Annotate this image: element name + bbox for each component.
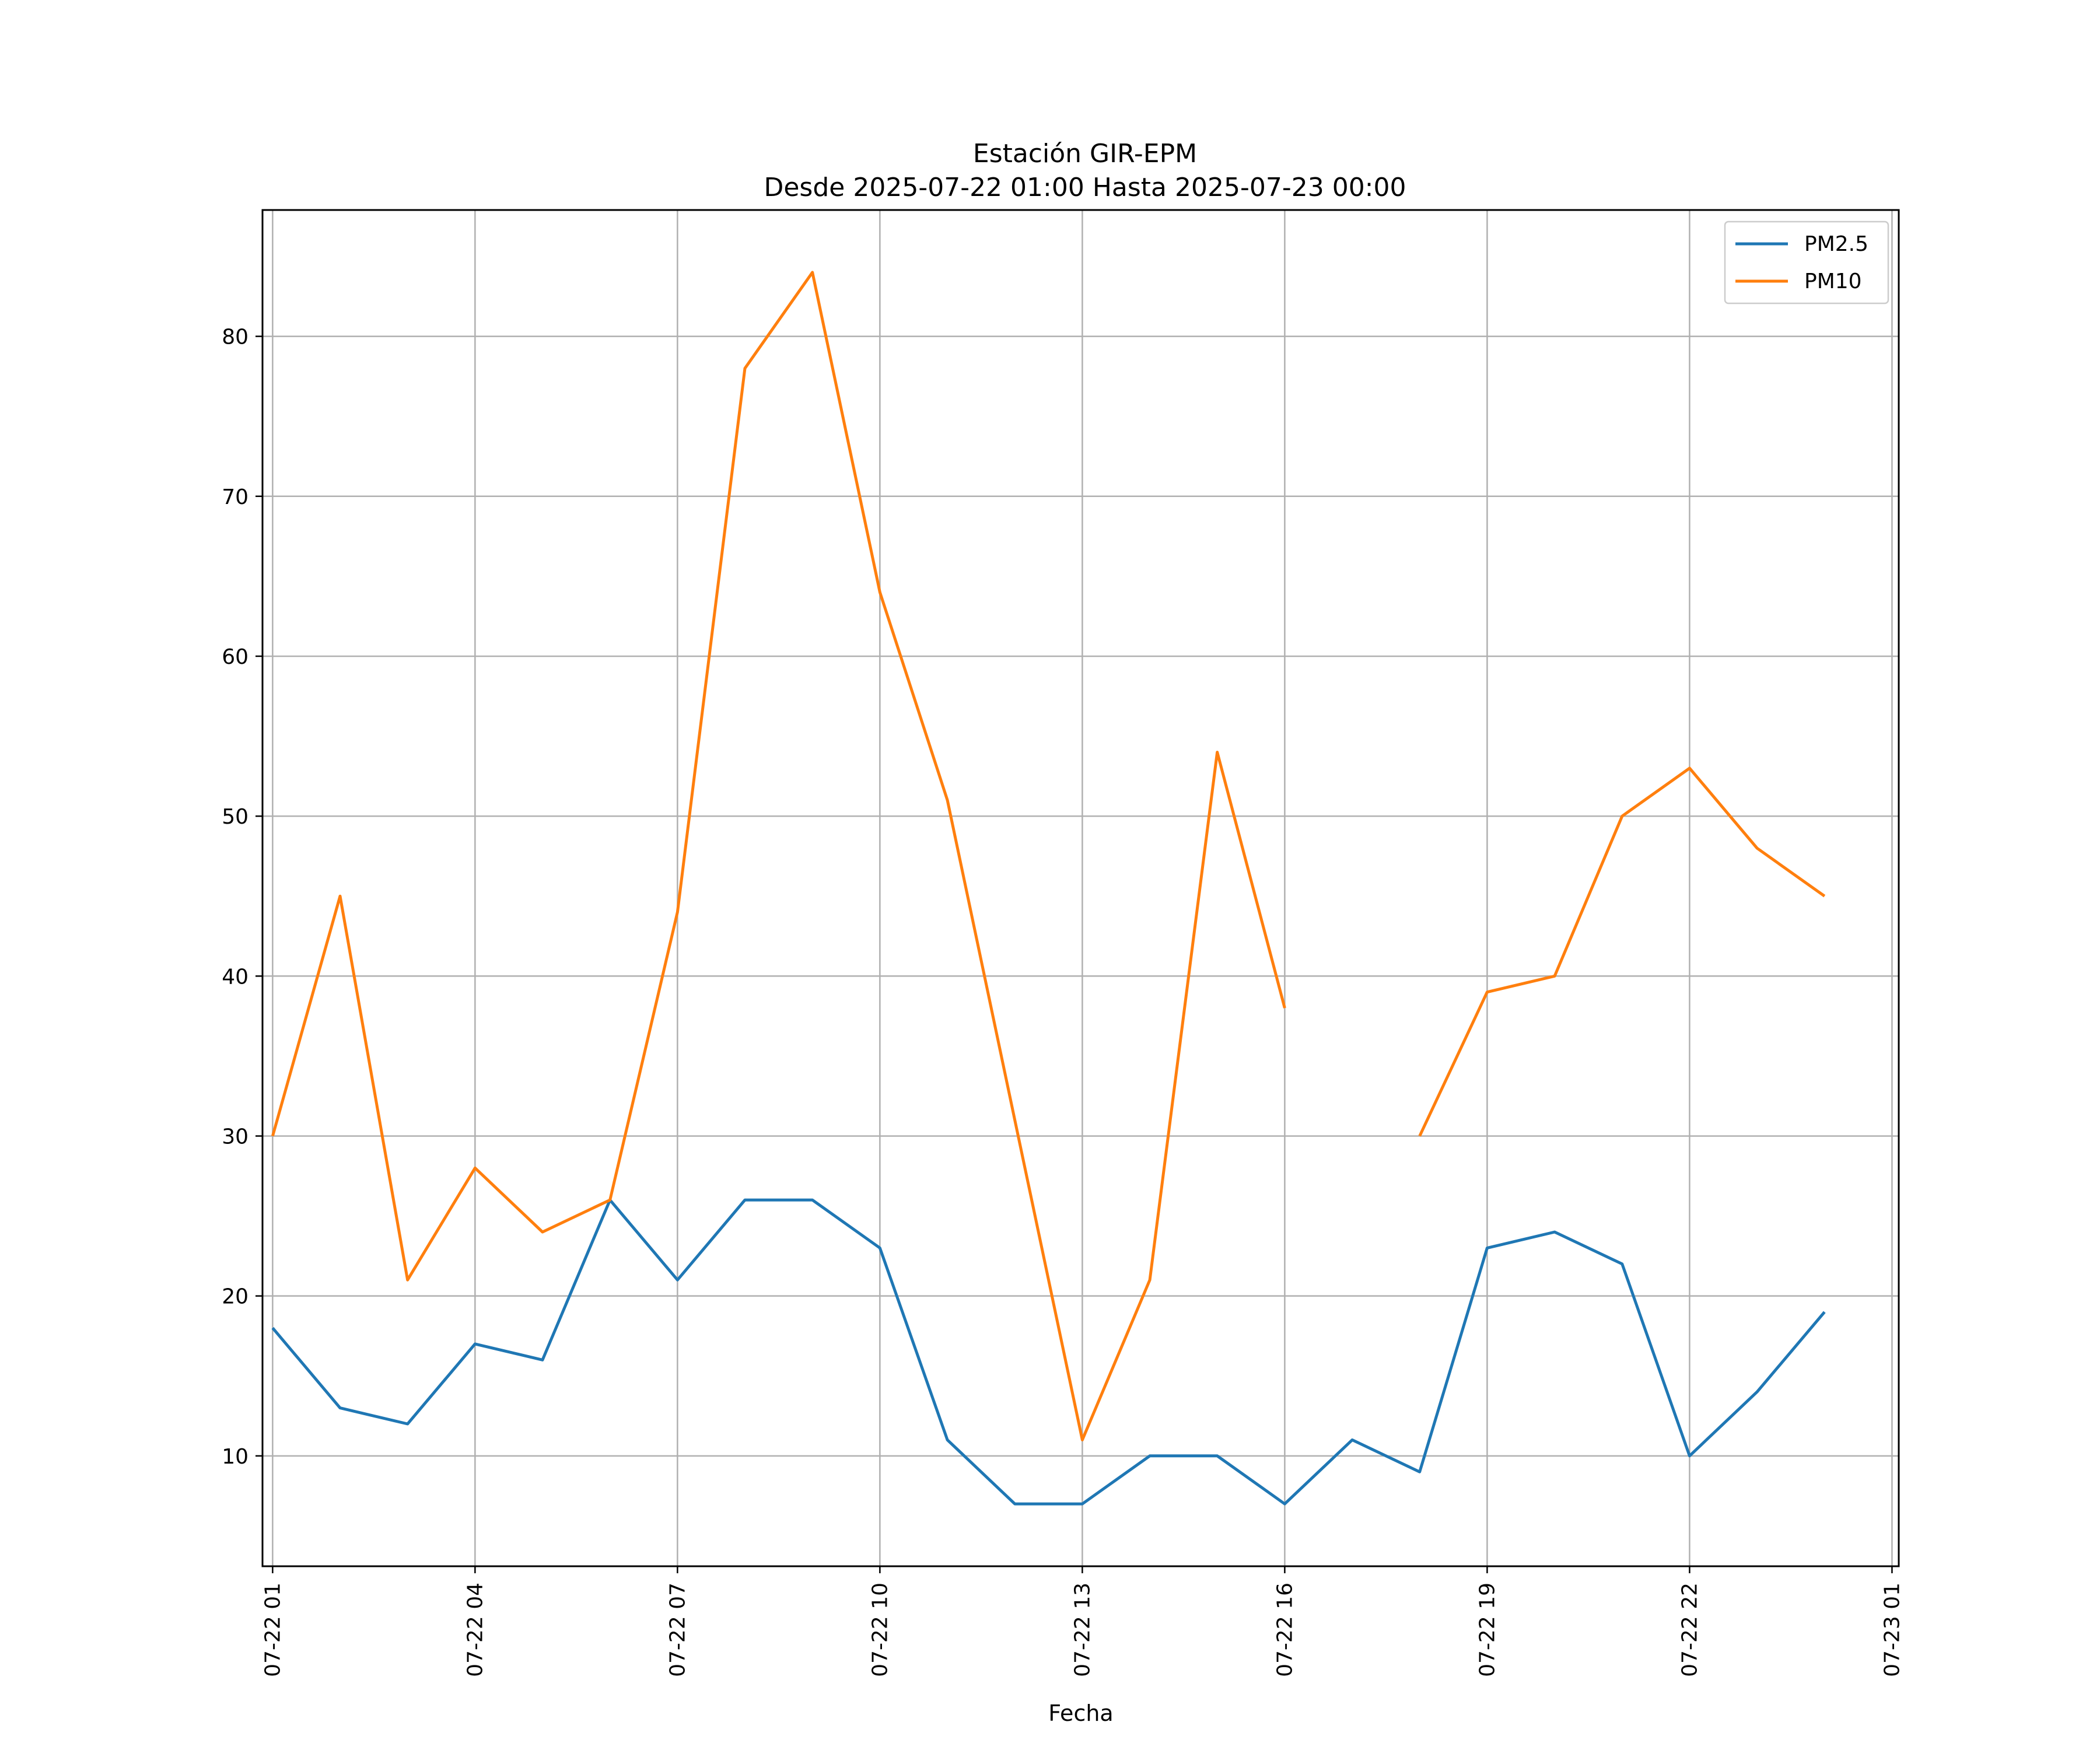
x-axis-label: Fecha [1048,1700,1113,1726]
axis-ticks: 07-22 01 07-22 04 07-22 07 07-22 10 07-22 13… [222,326,1904,1677]
legend-box [1724,220,1889,304]
series-line-pm10 [271,271,1286,1441]
legend: PM2.5 PM10 [1724,220,1889,304]
legend-label-pm10: PM10 [1804,270,1862,293]
chart-title: Estación GIR-EPM [973,139,1197,169]
x-tick-label: 07-22 04 [463,1583,487,1677]
plot-area-frame [261,209,1900,1567]
x-tick-label: 07-22 01 [261,1583,285,1677]
grid [262,210,1899,1566]
x-tick-label: 07-22 13 [1070,1583,1094,1677]
x-tick-label: 07-22 10 [868,1583,892,1677]
x-tick-label: 07-22 16 [1273,1583,1297,1677]
y-tick-label: 80 [222,326,249,349]
y-tick-label: 20 [222,1285,249,1309]
y-tick-label: 10 [222,1445,249,1469]
series-lines [271,271,1826,1506]
y-tick-label: 30 [222,1125,249,1149]
series-line-pm10 [1418,766,1826,1137]
y-tick-label: 70 [222,485,249,509]
x-tick-label: 07-22 19 [1475,1583,1499,1677]
series-line-pm25 [271,1198,1826,1506]
legend-label-pm25: PM2.5 [1804,232,1868,256]
y-tick-label: 60 [222,645,249,669]
x-tick-label: 07-23 01 [1880,1583,1904,1677]
y-tick-label: 40 [222,965,249,989]
chart-subtitle: Desde 2025-07-22 01:00 Hasta 2025-07-23 … [764,173,1406,202]
x-tick-label: 07-22 22 [1678,1583,1702,1677]
x-tick-label: 07-22 07 [666,1583,690,1677]
y-tick-label: 50 [222,805,249,829]
